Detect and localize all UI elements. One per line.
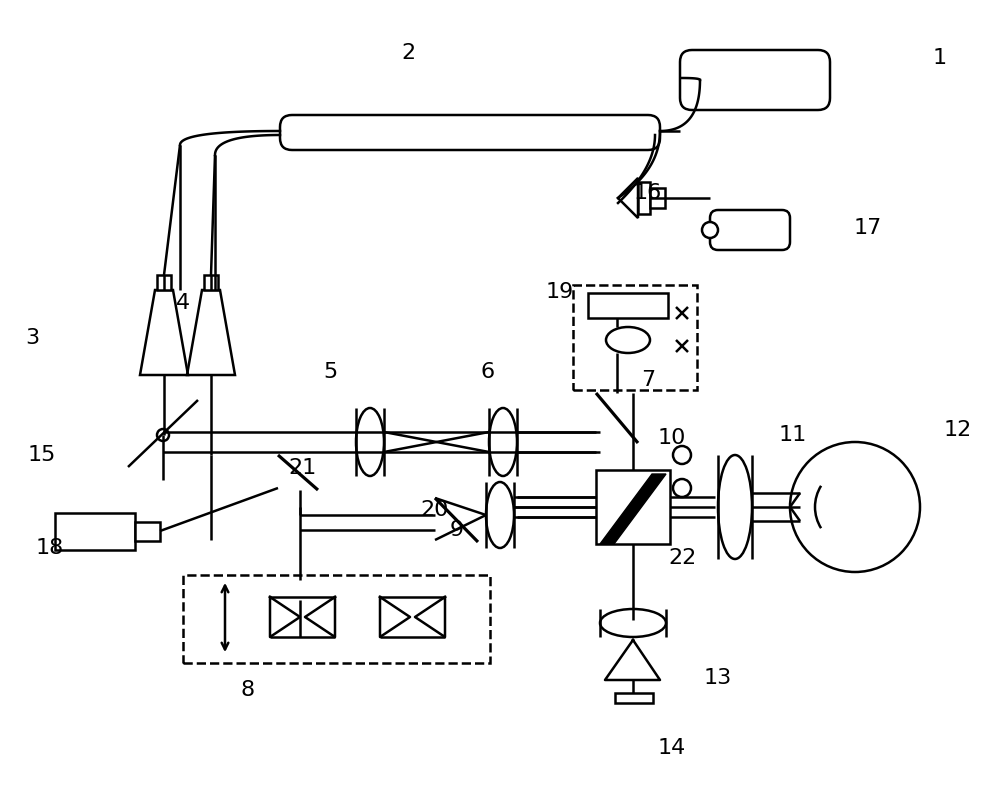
Bar bbox=[638, 182, 650, 214]
Ellipse shape bbox=[606, 327, 650, 353]
Text: 14: 14 bbox=[658, 738, 686, 758]
Ellipse shape bbox=[356, 408, 384, 476]
Text: 3: 3 bbox=[25, 328, 39, 348]
Text: 8: 8 bbox=[241, 680, 255, 700]
Bar bbox=[588, 293, 668, 318]
Ellipse shape bbox=[718, 455, 752, 559]
Text: 12: 12 bbox=[944, 420, 972, 440]
Ellipse shape bbox=[486, 482, 514, 548]
Circle shape bbox=[673, 479, 691, 497]
Polygon shape bbox=[600, 474, 666, 544]
Text: 6: 6 bbox=[481, 362, 495, 382]
Text: 16: 16 bbox=[634, 183, 662, 203]
Polygon shape bbox=[618, 178, 638, 218]
Text: 21: 21 bbox=[288, 458, 316, 478]
Bar bbox=[615, 693, 653, 703]
Text: 5: 5 bbox=[323, 362, 337, 382]
Text: 22: 22 bbox=[668, 548, 696, 568]
Text: 1: 1 bbox=[933, 48, 947, 68]
Ellipse shape bbox=[600, 609, 666, 637]
Text: 17: 17 bbox=[854, 218, 882, 238]
FancyBboxPatch shape bbox=[680, 50, 830, 110]
Text: 9: 9 bbox=[450, 520, 464, 540]
Text: 18: 18 bbox=[36, 538, 64, 558]
Text: 10: 10 bbox=[658, 428, 686, 448]
Text: 4: 4 bbox=[176, 293, 190, 313]
Circle shape bbox=[157, 429, 169, 441]
Circle shape bbox=[702, 222, 718, 238]
Text: 2: 2 bbox=[401, 43, 415, 63]
Text: 11: 11 bbox=[779, 425, 807, 445]
Text: 20: 20 bbox=[421, 500, 449, 520]
FancyBboxPatch shape bbox=[710, 210, 790, 250]
Bar bbox=[183, 575, 490, 663]
Bar bbox=[55, 513, 135, 550]
Bar bbox=[650, 188, 665, 208]
Bar bbox=[573, 285, 697, 390]
Bar bbox=[135, 522, 160, 541]
FancyBboxPatch shape bbox=[280, 115, 660, 150]
Text: 13: 13 bbox=[704, 668, 732, 688]
Circle shape bbox=[790, 442, 920, 572]
Bar bbox=[204, 275, 218, 290]
Ellipse shape bbox=[489, 408, 517, 476]
Circle shape bbox=[673, 446, 691, 464]
Bar bbox=[596, 470, 670, 544]
Text: 19: 19 bbox=[546, 282, 574, 302]
Text: 15: 15 bbox=[28, 445, 56, 465]
Text: 7: 7 bbox=[641, 370, 655, 390]
Bar bbox=[157, 275, 171, 290]
